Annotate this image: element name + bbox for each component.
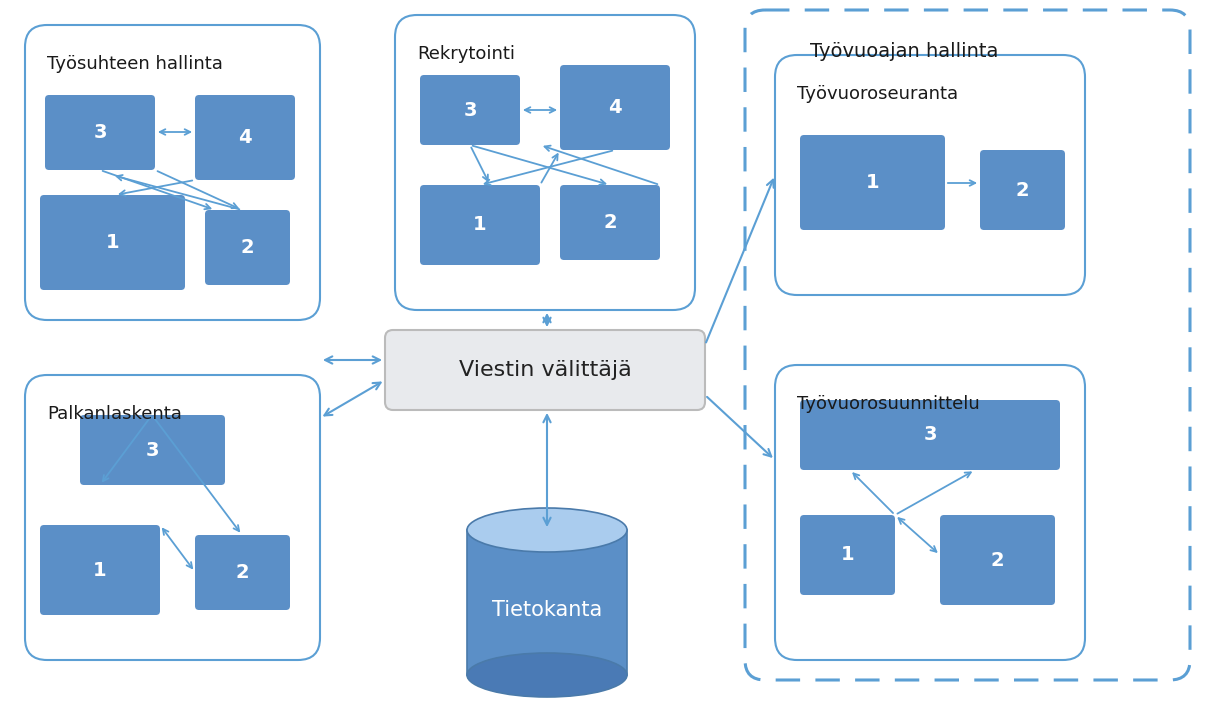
Text: 2: 2 [603, 213, 617, 232]
FancyBboxPatch shape [25, 25, 320, 320]
Text: 2: 2 [1016, 180, 1029, 199]
FancyBboxPatch shape [775, 365, 1085, 660]
FancyBboxPatch shape [385, 330, 705, 410]
FancyBboxPatch shape [80, 415, 225, 485]
Text: 1: 1 [106, 233, 119, 252]
Text: 4: 4 [608, 98, 622, 117]
Ellipse shape [467, 508, 626, 552]
FancyBboxPatch shape [40, 195, 185, 290]
Text: 1: 1 [473, 216, 487, 234]
Text: Rekrytointi: Rekrytointi [416, 45, 515, 63]
Text: 1: 1 [93, 560, 107, 579]
Text: 3: 3 [464, 100, 477, 119]
Text: 3: 3 [146, 440, 159, 460]
FancyBboxPatch shape [745, 10, 1190, 680]
Text: Tietokanta: Tietokanta [492, 600, 602, 620]
Text: 2: 2 [236, 563, 249, 582]
FancyBboxPatch shape [420, 75, 520, 145]
FancyBboxPatch shape [940, 515, 1055, 605]
FancyBboxPatch shape [560, 185, 660, 260]
FancyBboxPatch shape [195, 95, 295, 180]
FancyBboxPatch shape [205, 210, 290, 285]
Text: 2: 2 [240, 238, 254, 257]
Text: 4: 4 [238, 128, 251, 147]
FancyBboxPatch shape [560, 65, 670, 150]
Ellipse shape [467, 653, 626, 697]
FancyBboxPatch shape [395, 15, 694, 310]
Polygon shape [467, 530, 626, 675]
FancyBboxPatch shape [800, 135, 944, 230]
FancyBboxPatch shape [25, 375, 320, 660]
Text: 1: 1 [866, 173, 879, 192]
FancyBboxPatch shape [195, 535, 290, 610]
Text: Työvuorosuunnittelu: Työvuorosuunnittelu [798, 395, 980, 413]
FancyBboxPatch shape [800, 400, 1060, 470]
FancyBboxPatch shape [40, 525, 160, 615]
Text: 3: 3 [93, 123, 107, 142]
FancyBboxPatch shape [420, 185, 540, 265]
Text: 1: 1 [840, 545, 855, 564]
FancyBboxPatch shape [45, 95, 155, 170]
Text: Palkanlaskenta: Palkanlaskenta [47, 405, 182, 423]
Text: 3: 3 [924, 425, 937, 444]
Text: Työsuhteen hallinta: Työsuhteen hallinta [47, 55, 223, 73]
FancyBboxPatch shape [775, 55, 1085, 295]
Text: 2: 2 [991, 550, 1004, 569]
Text: Viestin välittäjä: Viestin välittäjä [459, 360, 631, 380]
Text: Työvuoajan hallinta: Työvuoajan hallinta [810, 42, 998, 61]
FancyBboxPatch shape [800, 515, 895, 595]
Text: Työvuoroseuranta: Työvuoroseuranta [798, 85, 958, 103]
FancyBboxPatch shape [980, 150, 1065, 230]
